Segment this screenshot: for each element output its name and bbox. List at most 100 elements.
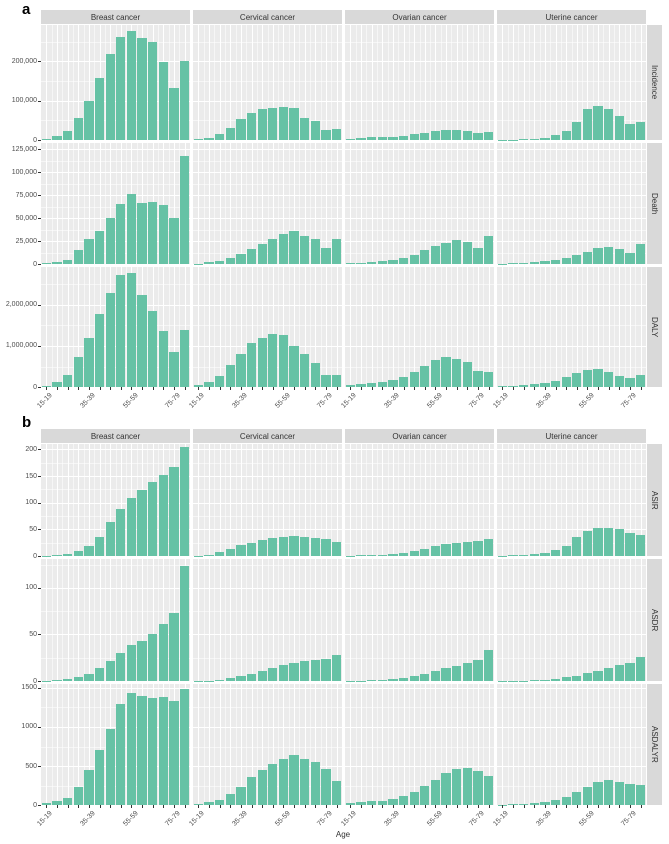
gridline-v-major [251, 25, 253, 140]
gridline-v-minor [366, 25, 368, 140]
gridline-h-major [193, 726, 342, 728]
x-axis-tick [392, 805, 394, 808]
gridline-v-minor [624, 25, 626, 140]
x-axis-tick [414, 387, 416, 390]
bar-15-19 [497, 139, 507, 140]
gridline-h-major [193, 100, 342, 102]
bar-80- [332, 541, 342, 556]
gridline-v-minor [398, 444, 400, 556]
gridline-v-minor [603, 444, 605, 556]
bar-15-19 [193, 385, 203, 387]
bar-45-49 [561, 545, 571, 556]
bar-70-74 [462, 768, 473, 805]
x-axis-title: Age [335, 830, 351, 839]
y-axis-tick-label: 0 [33, 383, 37, 391]
gridline-v-minor [320, 143, 322, 264]
gridline-v-minor [539, 143, 541, 264]
gridline-v-minor [104, 25, 106, 140]
bar-65-69 [148, 698, 158, 805]
bar-50-54 [268, 239, 278, 264]
gridline-v-major [382, 559, 384, 681]
gridline-v-major [414, 444, 416, 556]
bar-80- [332, 654, 342, 681]
gridline-h-minor [193, 611, 342, 613]
bar-40-44 [398, 135, 409, 140]
gridline-v-minor [62, 684, 64, 805]
gridline-v-major [208, 684, 210, 805]
gridline-v-minor [483, 25, 485, 140]
y-axis-tick [38, 556, 41, 557]
x-axis-tick [230, 805, 232, 808]
gridline-h-major [497, 634, 646, 636]
gridline-v-major [294, 444, 296, 556]
gridline-v-major [598, 684, 600, 805]
gridline-v-major [523, 267, 525, 387]
gridline-v-major [502, 559, 504, 681]
gridline-v-major [544, 25, 546, 140]
gridline-v-major [198, 25, 200, 140]
bar-20-24 [508, 804, 518, 805]
bar-55-59 [278, 758, 289, 805]
gridline-v-minor [203, 143, 205, 264]
gridline-v-minor [83, 25, 85, 140]
gridline-v-major [488, 684, 490, 805]
gridline-v-minor [624, 444, 626, 556]
bar-35-39 [540, 261, 550, 264]
gridline-v-major [587, 444, 589, 556]
gridline-v-major [456, 267, 458, 387]
gridline-h-minor [497, 707, 646, 709]
x-axis-tick [315, 805, 317, 808]
x-axis-tick [67, 387, 69, 390]
x-axis-tick [120, 387, 122, 390]
bar-45-49 [257, 670, 267, 681]
gridline-v-minor [83, 143, 85, 264]
x-axis-tick [523, 805, 525, 808]
gridline-v-major [336, 559, 338, 681]
bar-15-19 [345, 263, 355, 264]
bar-80- [180, 565, 190, 681]
bar-40-44 [246, 674, 257, 681]
gridline-h-minor [345, 206, 494, 208]
gridline-v-minor [203, 25, 205, 140]
gridline-v-major [502, 684, 504, 805]
gridline-h-minor [193, 41, 342, 43]
gridline-h-minor [497, 183, 646, 185]
gridline-v-major [512, 559, 514, 681]
gridline-v-minor [299, 143, 301, 264]
gridline-v-minor [355, 559, 357, 681]
bar-35-39 [84, 337, 94, 387]
bar-75-79 [169, 613, 179, 681]
bar-25-29 [366, 262, 377, 264]
gridline-v-minor [83, 559, 85, 681]
gridline-h-major [41, 304, 190, 306]
x-axis-tick-label: 75-79 [316, 810, 334, 828]
gridline-v-major [350, 143, 352, 264]
plot-cell-incidence-breast-cancer [41, 25, 190, 140]
bar-50-54 [268, 107, 278, 140]
y-axis-tick-label: 125,000 [11, 145, 37, 153]
gridline-v-minor [72, 444, 74, 556]
gridline-v-minor [115, 559, 117, 681]
gridline-v-major [46, 267, 48, 387]
x-axis-tick [120, 805, 122, 808]
gridline-v-major [446, 143, 448, 264]
bar-55-59 [278, 537, 289, 556]
x-axis-tick [67, 805, 69, 808]
gridline-h-minor [193, 516, 342, 517]
gridline-v-major [555, 267, 557, 387]
bar-60-64 [441, 242, 451, 264]
bar-45-49 [257, 109, 267, 140]
gridline-v-minor [168, 559, 170, 681]
y-axis-tick-label: 150 [25, 472, 37, 480]
gridline-h-minor [193, 325, 342, 327]
gridline-v-minor [550, 25, 552, 140]
y-axis-tick-label: 50 [29, 525, 37, 533]
gridline-v-minor [126, 267, 128, 387]
bar-65-69 [148, 310, 158, 387]
y-axis-tick [38, 387, 41, 388]
gridline-v-major [219, 559, 221, 681]
x-axis-tick-label: 75-79 [164, 810, 182, 828]
x-axis-tick [555, 387, 557, 390]
bar-35-39 [388, 380, 398, 387]
gridline-v-minor [203, 444, 205, 556]
